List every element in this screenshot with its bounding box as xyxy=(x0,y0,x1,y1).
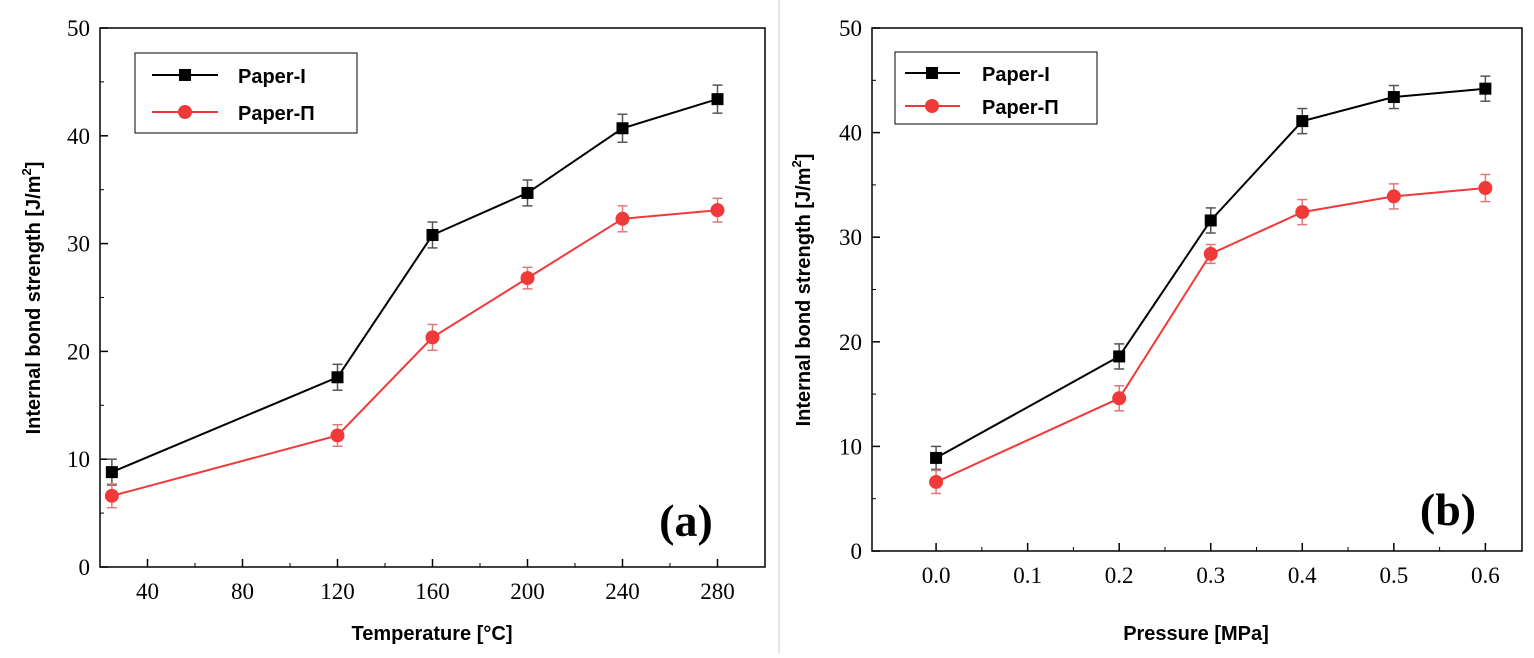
data-point-a-1-5 xyxy=(710,203,725,218)
legend-label-a-paper-2: Paper-Π xyxy=(238,103,315,125)
x-tick-label-b-4: 0.4 xyxy=(1288,563,1317,588)
data-point-a-0-4 xyxy=(616,122,629,135)
x-tick-label-b-3: 0.3 xyxy=(1196,563,1225,588)
x-tick-label-b-5: 0.5 xyxy=(1379,563,1408,588)
data-point-b-1-2 xyxy=(1203,246,1218,261)
series-line-b-1 xyxy=(935,187,1486,483)
y-tick-label-b-1: 10 xyxy=(839,434,862,459)
y-tick-label-a-1: 10 xyxy=(67,447,90,472)
legend-marker-a-paper-1 xyxy=(179,69,191,81)
legend-label-b-paper-2: Paper-Π xyxy=(982,97,1059,119)
series-b xyxy=(929,75,1493,495)
y-tick-label-a-0: 0 xyxy=(79,555,91,580)
legend-marker-a-paper-2 xyxy=(178,105,192,119)
data-point-b-0-3 xyxy=(1296,115,1309,128)
x-tick-label-a-3: 160 xyxy=(415,579,450,604)
data-point-b-0-1 xyxy=(1113,350,1126,363)
y-tick-label-a-4: 40 xyxy=(67,124,90,149)
data-point-a-0-3 xyxy=(521,186,534,199)
legend-box-a xyxy=(134,52,358,134)
x-tick-label-a-0: 40 xyxy=(136,579,159,604)
data-point-b-1-4 xyxy=(1386,189,1401,204)
y-tick-label-a-5: 50 xyxy=(67,16,90,41)
x-tick-label-a-5: 240 xyxy=(605,579,640,604)
data-point-b-1-5 xyxy=(1478,181,1493,196)
data-point-a-1-0 xyxy=(104,488,119,503)
x-axis-title-a: Temperature [°C] xyxy=(352,623,513,645)
data-point-a-0-0 xyxy=(105,466,118,479)
data-point-b-0-5 xyxy=(1479,82,1492,95)
y-tick-label-a-2: 20 xyxy=(67,339,90,364)
x-tick-label-b-0: 0.0 xyxy=(922,563,951,588)
y-tick-label-b-4: 40 xyxy=(839,121,862,146)
series-a xyxy=(104,84,725,509)
x-tick-label-a-2: 120 xyxy=(320,579,355,604)
y-axis-title-b: Internal bond strength [J/m2] xyxy=(789,154,815,427)
data-point-b-1-1 xyxy=(1112,391,1127,406)
data-point-a-1-4 xyxy=(615,211,630,226)
data-point-b-1-0 xyxy=(929,474,944,489)
data-point-a-0-5 xyxy=(711,93,724,106)
legend-marker-b-paper-2 xyxy=(925,99,939,113)
x-tick-label-a-6: 280 xyxy=(700,579,735,604)
series-line-a-1 xyxy=(111,209,718,497)
ticks-a: 0 10 20 30 40 50 40 80 120 160 200 240 280 xyxy=(67,16,735,604)
data-point-b-0-2 xyxy=(1204,214,1217,227)
y-tick-label-b-2: 20 xyxy=(839,330,862,355)
ticks-b: 0 10 20 30 40 50 0.0 0.1 0.2 0.3 0.4 0.5 0.6 xyxy=(839,16,1500,588)
data-point-a-0-1 xyxy=(331,371,344,384)
legend-a: Paper-I Paper-Π xyxy=(134,52,358,134)
panel-label-a: (a) xyxy=(659,495,713,546)
panel-a: 0 10 20 30 40 50 40 80 120 160 200 240 280 Paper-I P… xyxy=(19,16,766,645)
legend-marker-b-paper-1 xyxy=(926,67,938,79)
data-point-b-0-0 xyxy=(930,451,943,464)
y-axis-title-a: Internal bond strength [J/m2] xyxy=(19,162,45,435)
data-point-b-0-4 xyxy=(1387,91,1400,104)
data-point-a-1-2 xyxy=(425,330,440,345)
data-point-a-1-3 xyxy=(520,271,535,286)
x-tick-label-b-6: 0.6 xyxy=(1471,563,1500,588)
legend-label-b-paper-1: Paper-I xyxy=(982,64,1050,86)
data-point-a-0-2 xyxy=(426,228,439,241)
legend-label-a-paper-1: Paper-I xyxy=(238,66,306,88)
series-line-a-0 xyxy=(111,98,718,474)
data-point-a-1-1 xyxy=(330,428,345,443)
panel-label-b: (b) xyxy=(1420,484,1476,535)
x-tick-label-b-1: 0.1 xyxy=(1013,563,1042,588)
x-tick-label-a-4: 200 xyxy=(510,579,545,604)
y-tick-label-b-0: 0 xyxy=(851,539,863,564)
x-tick-label-b-2: 0.2 xyxy=(1105,563,1134,588)
y-tick-label-a-3: 30 xyxy=(67,232,90,257)
series-line-b-0 xyxy=(935,87,1486,459)
x-tick-label-a-1: 80 xyxy=(231,579,254,604)
data-point-b-1-3 xyxy=(1295,205,1310,220)
y-tick-label-b-5: 50 xyxy=(839,16,862,41)
legend-b: Paper-I Paper-Π xyxy=(894,51,1098,125)
y-tick-label-b-3: 30 xyxy=(839,225,862,250)
x-axis-title-b: Pressure [MPa] xyxy=(1123,623,1269,645)
panel-b: 0 10 20 30 40 50 0.0 0.1 0.2 0.3 0.4 0.5 0.6 Paper-I… xyxy=(789,16,1523,645)
